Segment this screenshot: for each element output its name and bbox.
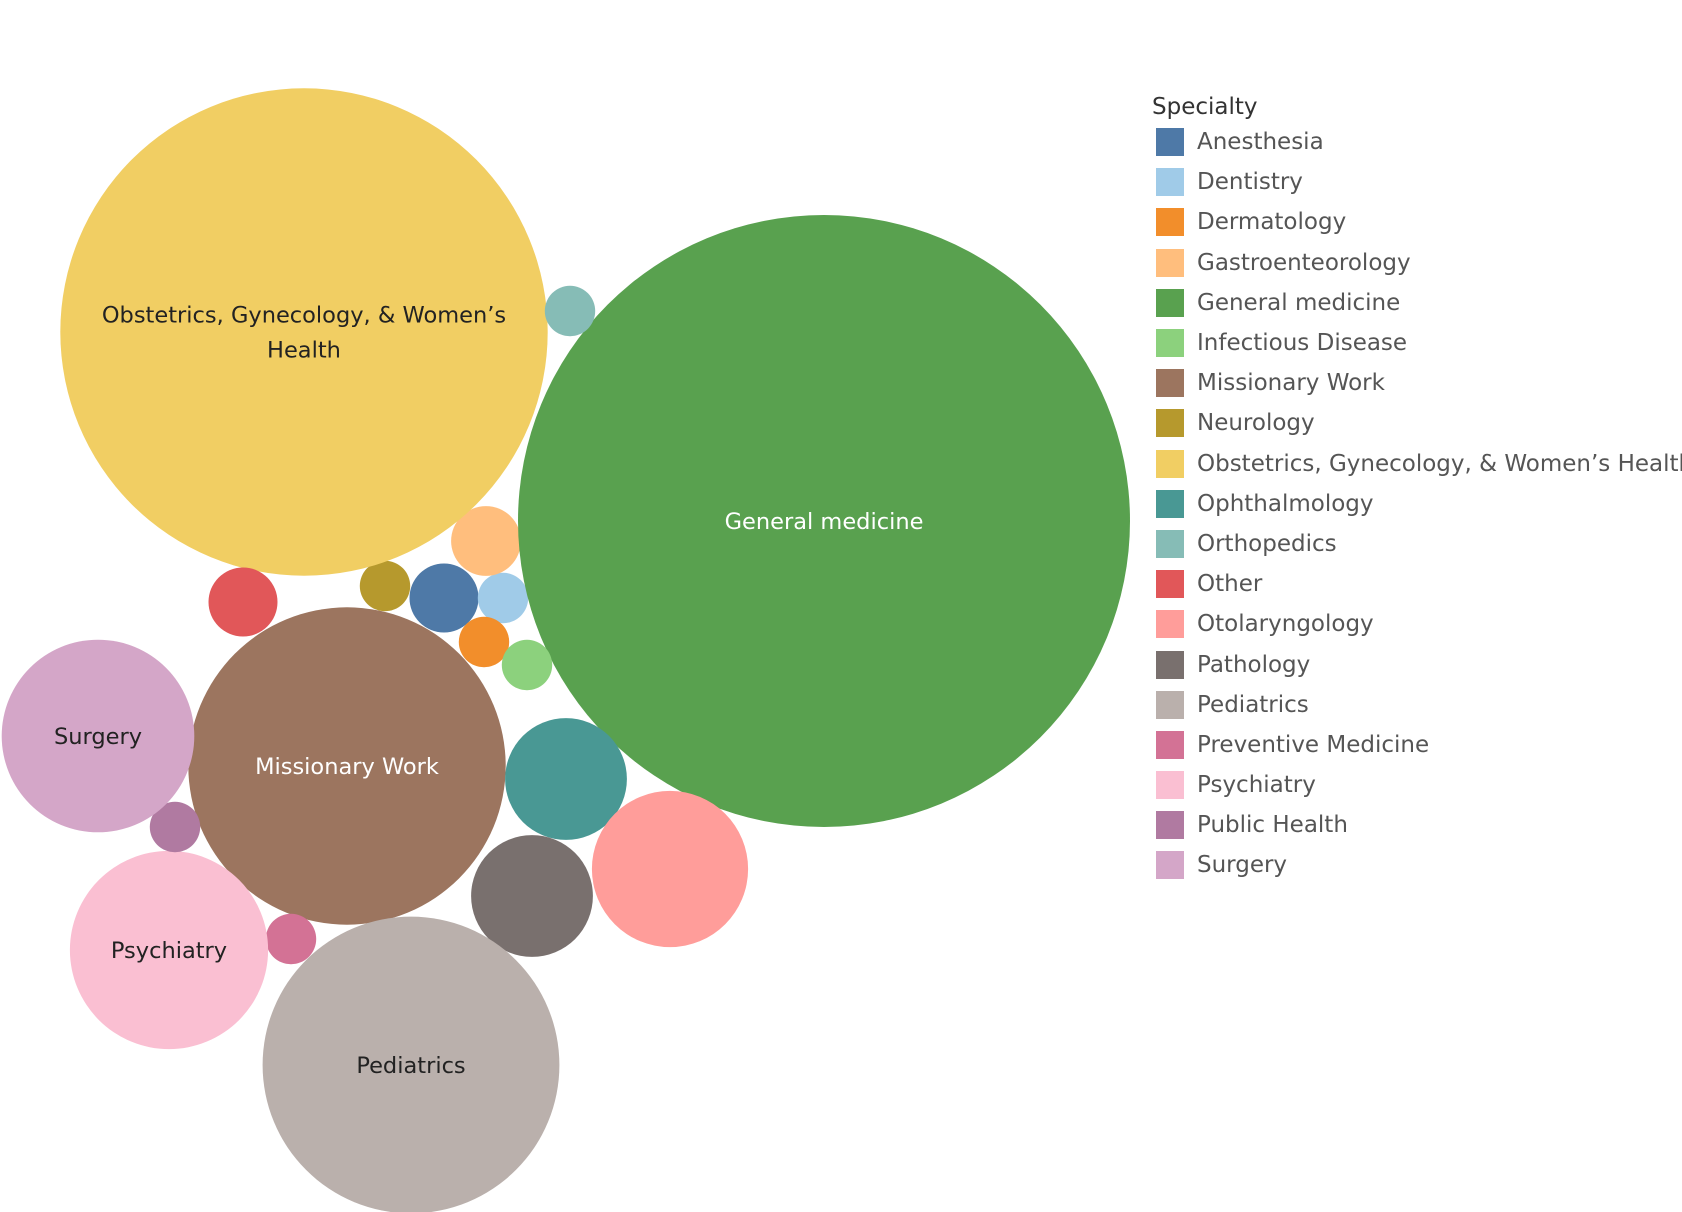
legend-item-preventive-medicine[interactable]: Preventive Medicine (1152, 725, 1682, 765)
bubble-neurology[interactable] (359, 560, 411, 612)
bubble-surgery[interactable] (1, 639, 195, 833)
bubble-orthopedics[interactable] (544, 285, 596, 337)
legend-items: Anesthesia Dentistry Dermatology Gastroente… (1152, 122, 1682, 886)
legend-swatch (1156, 369, 1184, 398)
bubble-label-obstetrics-gynecology-women-s-health-line-2: Health (267, 338, 341, 364)
legend-swatch (1156, 248, 1184, 277)
legend-label: Dermatology (1197, 209, 1347, 236)
legend-label: Preventive Medicine (1197, 731, 1430, 758)
legend-label: Obstetrics, Gynecology, & Women’s Health (1197, 450, 1682, 477)
legend-label: Dentistry (1197, 169, 1303, 196)
legend-swatch (1156, 208, 1184, 237)
bubble-label-psychiatry: Psychiatry (111, 938, 227, 964)
legend-label: Pediatrics (1197, 691, 1309, 718)
legend-swatch (1156, 288, 1184, 317)
bubble-gastroenteorology[interactable] (451, 506, 521, 576)
legend-item-general-medicine[interactable]: General medicine (1152, 283, 1682, 323)
bubble-label-pediatrics: Pediatrics (356, 1053, 465, 1079)
legend-item-missionary-work[interactable]: Missionary Work (1152, 363, 1682, 403)
legend-swatch (1156, 650, 1184, 679)
legend-swatch (1156, 851, 1184, 880)
legend-label: Anesthesia (1197, 129, 1324, 156)
legend-label: Infectious Disease (1197, 330, 1408, 357)
bubble-obstetrics-gynecology-women-s-health[interactable] (60, 88, 548, 576)
bubble-label-obstetrics-gynecology-women-s-health-line-1: Obstetrics, Gynecology, & Women’s (102, 303, 506, 329)
legend-item-psychiatry[interactable]: Psychiatry (1152, 765, 1682, 805)
legend-item-pediatrics[interactable]: Pediatrics (1152, 685, 1682, 725)
legend-swatch (1156, 409, 1184, 438)
legend-swatch (1156, 570, 1184, 599)
legend-item-surgery[interactable]: Surgery (1152, 845, 1682, 885)
legend-label: Pathology (1197, 651, 1311, 678)
legend-label: Otolaryngology (1197, 611, 1374, 638)
bubble-psychiatry[interactable] (69, 850, 269, 1050)
legend-item-neurology[interactable]: Neurology (1152, 403, 1682, 443)
bubble-dermatology[interactable] (458, 616, 510, 668)
bubble-pediatrics[interactable] (262, 916, 560, 1212)
legend: Specialty Anesthesia Dentistry Dermatology… (1152, 94, 1682, 886)
bubble-label-general-medicine: General medicine (725, 509, 924, 535)
legend-label: Neurology (1197, 410, 1315, 437)
legend-item-anesthesia[interactable]: Anesthesia (1152, 122, 1682, 162)
legend-swatch (1156, 730, 1184, 759)
legend-item-dermatology[interactable]: Dermatology (1152, 202, 1682, 242)
legend-swatch (1156, 811, 1184, 840)
bubble-ophthalmology[interactable] (505, 718, 627, 840)
legend-item-obstetrics-gynecology-women-s-health[interactable]: Obstetrics, Gynecology, & Women’s Health (1152, 444, 1682, 484)
legend-swatch (1156, 329, 1184, 358)
legend-title: Specialty (1152, 94, 1258, 120)
bubble-public-health[interactable] (149, 801, 201, 853)
legend-swatch (1156, 128, 1184, 157)
bubble-anesthesia[interactable] (409, 563, 479, 633)
legend-item-public-health[interactable]: Public Health (1152, 805, 1682, 845)
legend-swatch (1156, 610, 1184, 639)
bubble-labels-layer: General medicine Missionary Work Obstetric… (54, 303, 923, 1080)
legend-label: Surgery (1197, 852, 1288, 879)
legend-swatch (1156, 529, 1184, 558)
legend-swatch (1156, 489, 1184, 518)
bubble-label-missionary-work: Missionary Work (255, 754, 439, 780)
legend-label: Orthopedics (1197, 530, 1337, 557)
bubble-label-surgery: Surgery (54, 724, 142, 750)
legend-item-ophthalmology[interactable]: Ophthalmology (1152, 484, 1682, 524)
bubble-other[interactable] (208, 567, 278, 637)
bubble-general-medicine[interactable] (518, 215, 1130, 827)
legend-item-pathology[interactable]: Pathology (1152, 644, 1682, 684)
bubble-missionary-work[interactable] (188, 607, 506, 925)
legend-swatch (1156, 771, 1184, 800)
legend-swatch (1156, 690, 1184, 719)
legend-label: Gastroenteorology (1197, 249, 1411, 276)
bubble-dentistry[interactable] (477, 572, 529, 624)
legend-label: Missionary Work (1197, 370, 1385, 397)
legend-item-orthopedics[interactable]: Orthopedics (1152, 524, 1682, 564)
bubble-pathology[interactable] (471, 835, 593, 957)
bubble-preventive-medicine[interactable] (265, 913, 317, 965)
legend-item-gastroenteorology[interactable]: Gastroenteorology (1152, 243, 1682, 283)
legend-label: Psychiatry (1197, 772, 1316, 799)
legend-label: Other (1197, 571, 1263, 598)
legend-item-other[interactable]: Other (1152, 564, 1682, 604)
legend-label: Ophthalmology (1197, 490, 1374, 517)
legend-label: Public Health (1197, 812, 1348, 839)
bubble-infectious-disease[interactable] (501, 639, 553, 691)
legend-swatch (1156, 449, 1184, 478)
legend-item-dentistry[interactable]: Dentistry (1152, 162, 1682, 202)
legend-swatch (1156, 168, 1184, 197)
legend-item-otolaryngology[interactable]: Otolaryngology (1152, 604, 1682, 644)
legend-item-infectious-disease[interactable]: Infectious Disease (1152, 323, 1682, 363)
bubble-otolaryngology[interactable] (591, 790, 749, 948)
legend-label: General medicine (1197, 289, 1401, 316)
bubbles-layer (1, 88, 1130, 1212)
